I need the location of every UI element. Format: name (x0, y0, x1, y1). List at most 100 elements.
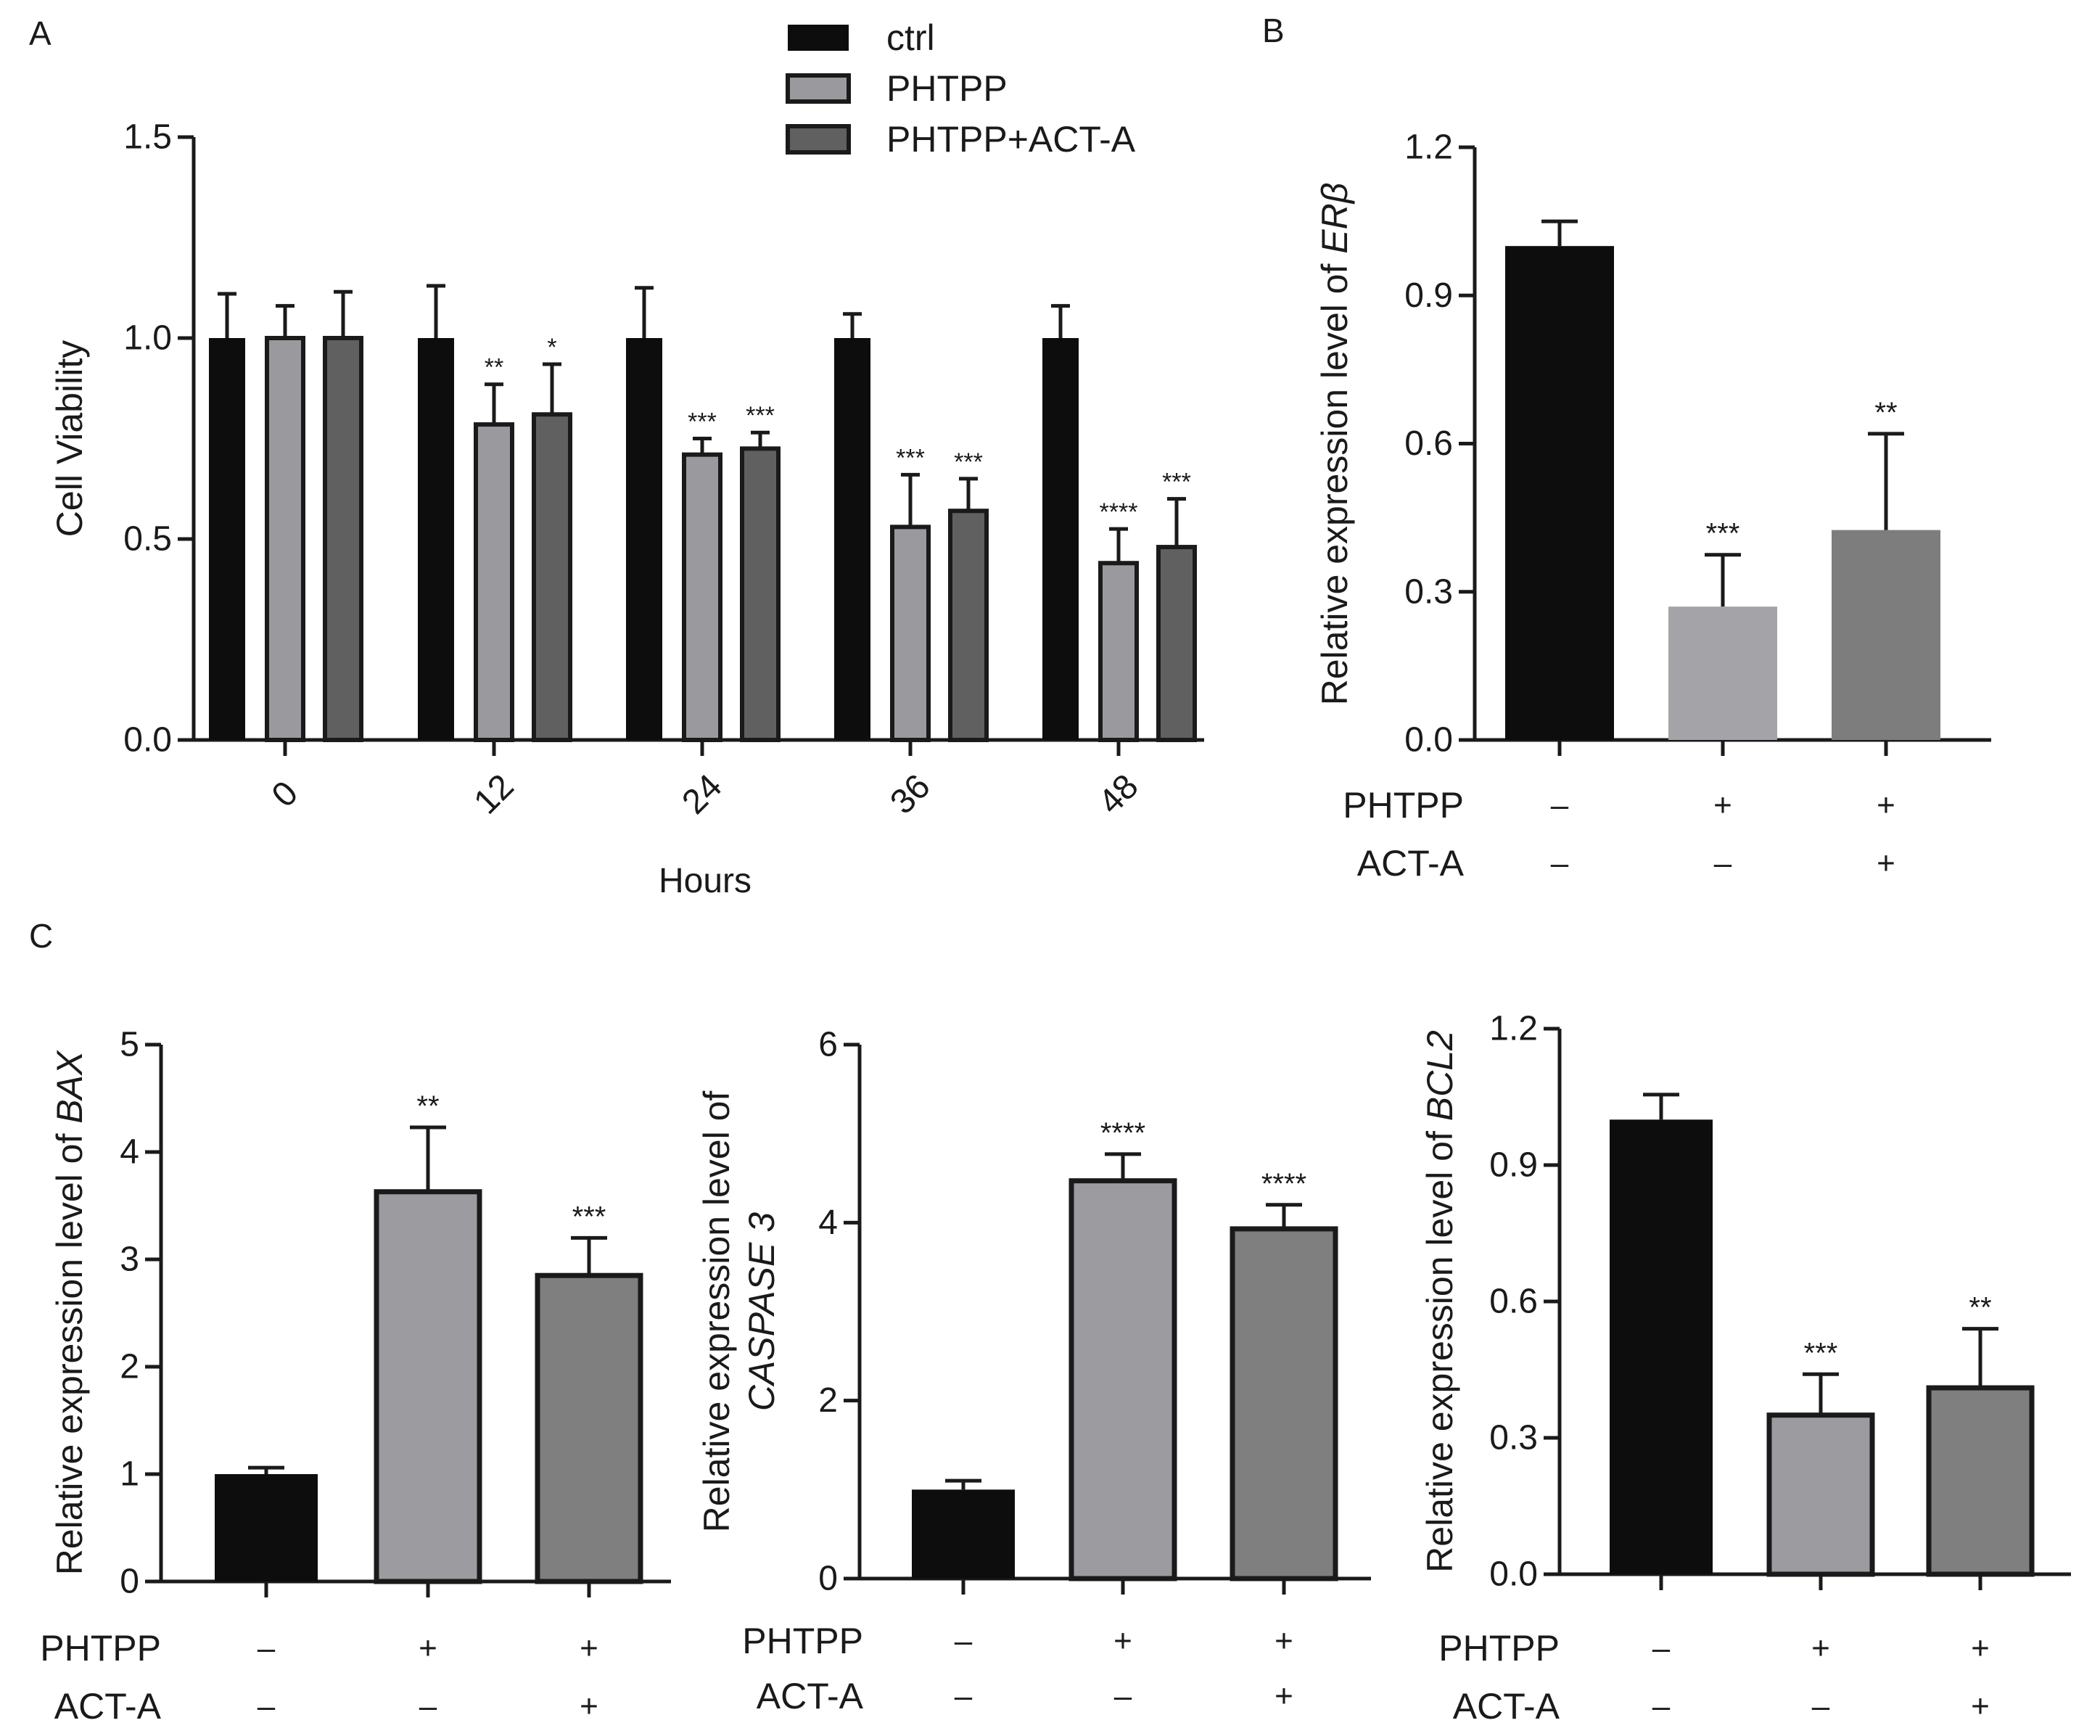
x-tick-label: 12 (466, 767, 521, 821)
error-bar (276, 304, 295, 338)
legend-swatch (788, 25, 849, 51)
bar-group-2 (1766, 1412, 1875, 1577)
error-bar (218, 292, 236, 338)
treatment-sign: – (258, 1631, 276, 1666)
error-bar (945, 1478, 981, 1490)
significance-label: *** (1706, 518, 1740, 550)
treatment-label-phtpp: PHTPP (742, 1621, 863, 1661)
y-axis-title-prefix: Relative expression level of (49, 1124, 90, 1576)
bar-phtpp-act-a (323, 336, 363, 742)
treatment-label-acta: ACT-A (1453, 1686, 1560, 1727)
treatment-sign: – (1551, 788, 1569, 823)
y-tick-label: 0.3 (1489, 1419, 1538, 1457)
y-tick-label: 0 (120, 1563, 139, 1601)
error-bar (410, 1125, 446, 1192)
bar-ctrl (834, 338, 870, 740)
x-tick-label: 48 (1091, 767, 1145, 821)
y-tick-label: 1 (120, 1455, 139, 1494)
y-tick-label: 0.9 (1489, 1146, 1538, 1185)
bar-group-1 (1505, 246, 1614, 741)
treatment-label-acta: ACT-A (757, 1676, 864, 1716)
y-tick-label: 0.0 (1489, 1555, 1538, 1594)
bar-phtpp-act-a (1156, 545, 1197, 743)
x-tick-label: 36 (883, 767, 937, 821)
bar-ctrl (418, 338, 454, 740)
y-tick-label: 5 (120, 1026, 139, 1064)
bar-group-2 (374, 1189, 482, 1584)
y-tick-label: 0.6 (1404, 424, 1453, 463)
panel-label-c: C (29, 917, 53, 955)
y-tick-label: 1.2 (1404, 128, 1453, 167)
bar-group-3 (535, 1272, 643, 1584)
bar-group-1 (1610, 1119, 1713, 1574)
legend-label: PHTPP (886, 68, 1008, 109)
error-bar (1051, 304, 1070, 338)
significance-label: **** (1100, 498, 1138, 526)
error-bar (635, 286, 654, 338)
treatment-sign: – (955, 1679, 973, 1714)
error-bar (485, 382, 503, 425)
significance-label: *** (746, 402, 775, 429)
bar-group-1 (912, 1489, 1015, 1579)
panel-label-a: A (29, 15, 52, 52)
treatment-sign: – (1812, 1689, 1830, 1724)
bar-group-3 (1832, 530, 1940, 740)
treatment-label-phtpp: PHTPP (1343, 785, 1464, 826)
significance-label: ** (1969, 1292, 1991, 1324)
y-tick-label: 1.2 (1489, 1010, 1538, 1048)
y-axis-gene-name: BCL2 (1420, 1030, 1460, 1121)
bar-phtpp (890, 524, 931, 742)
significance-label: *** (896, 444, 925, 472)
error-bar (1868, 432, 1904, 530)
bar-group-3 (1230, 1226, 1338, 1581)
bar-ctrl (1042, 338, 1079, 740)
x-axis-title: Hours (659, 862, 752, 900)
error-bar (901, 472, 920, 527)
error-bar (751, 430, 770, 449)
y-tick-label: 4 (818, 1204, 838, 1242)
significance-label: **** (1100, 1117, 1145, 1149)
error-bar (693, 437, 712, 455)
treatment-sign: – (1114, 1679, 1132, 1714)
significance-label: *** (688, 408, 717, 436)
error-bar (1541, 219, 1578, 247)
y-axis-gene-name: CASPASE 3 (741, 1212, 782, 1411)
bar-phtpp (474, 422, 514, 742)
y-axis-title: Relative expression level of BAX (49, 1050, 90, 1575)
treatment-sign: + (1275, 1679, 1293, 1714)
panel-label-b: B (1262, 12, 1285, 49)
treatment-label-phtpp: PHTPP (40, 1628, 161, 1669)
error-bar (1962, 1327, 1998, 1389)
error-bar (427, 284, 445, 338)
error-bar (1705, 553, 1741, 607)
treatment-sign: – (1652, 1689, 1671, 1724)
y-axis-title: Relative expression level of (696, 1091, 737, 1533)
error-bar (959, 477, 978, 511)
error-bar (1643, 1093, 1679, 1120)
bar-phtpp-act-a (740, 446, 781, 742)
error-bar (1803, 1372, 1839, 1415)
y-tick-label: 6 (818, 1026, 838, 1064)
y-tick-label: 0.5 (123, 520, 172, 559)
treatment-label-phtpp: PHTPP (1438, 1628, 1560, 1669)
y-tick-label: 0.0 (123, 721, 172, 760)
bar-phtpp-act-a (532, 412, 572, 742)
bar-ctrl (209, 338, 245, 740)
x-tick-label: 0 (265, 774, 305, 815)
significance-label: *** (1804, 1337, 1838, 1369)
legend-item: PHTPP (786, 68, 1008, 109)
bar-group-1 (215, 1474, 318, 1581)
y-tick-label: 0.9 (1404, 276, 1453, 315)
treatment-sign: – (1652, 1631, 1671, 1666)
error-bar (543, 362, 561, 415)
treatment-label-acta: ACT-A (1357, 843, 1465, 884)
legend-label: ctrl (886, 17, 935, 58)
error-bar (1105, 1152, 1141, 1181)
y-axis-gene-name: ERβ (1314, 183, 1355, 254)
legend-item: PHTPP+ACT-A (786, 119, 1136, 160)
bar-group-2 (1668, 606, 1777, 740)
y-axis-title: Cell Viability (49, 340, 90, 537)
y-axis-gene-name: BAX (49, 1050, 90, 1124)
treatment-sign: – (419, 1689, 437, 1724)
